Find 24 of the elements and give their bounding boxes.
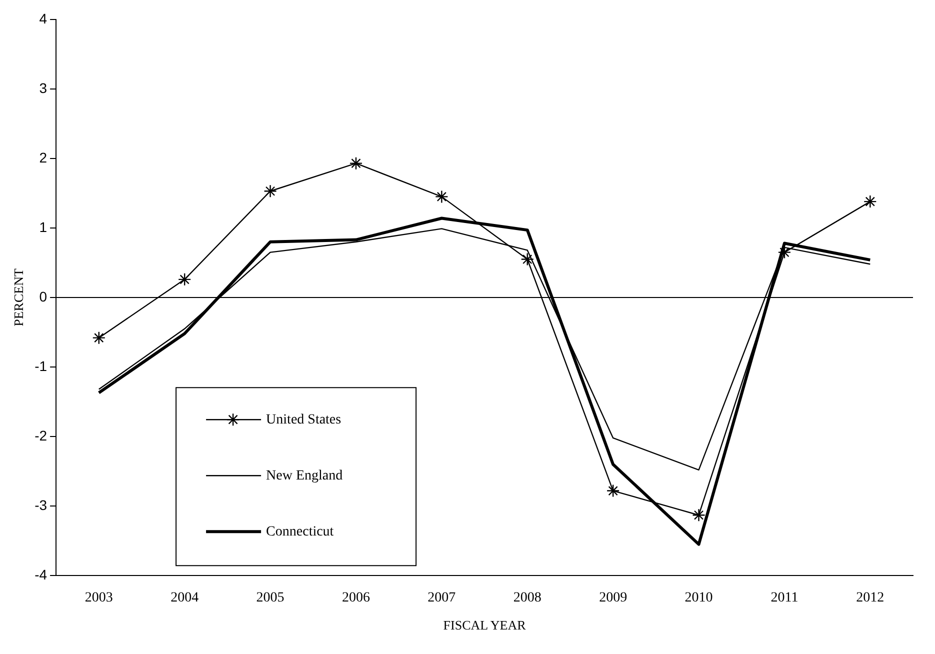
y-tick-label: -2 — [34, 427, 48, 444]
y-tick-label: -1 — [34, 358, 48, 374]
x-axis-title: FISCAL YEAR — [443, 618, 526, 633]
y-tick-label: -3 — [34, 496, 48, 513]
y-tick-label: 2 — [39, 149, 48, 166]
x-tick-label: 2008 — [513, 590, 542, 606]
x-tick-label: 2010 — [684, 590, 713, 606]
legend-label: Connecticut — [266, 524, 334, 540]
y-tick-label: 3 — [39, 80, 48, 96]
x-tick-label: 2012 — [856, 590, 884, 606]
y-tick-label: 0 — [39, 288, 48, 304]
x-tick-label: 2007 — [428, 590, 456, 606]
legend-label: New England — [266, 468, 343, 484]
x-tick-label: 2003 — [84, 590, 113, 606]
y-tick-label: 4 — [39, 10, 48, 26]
x-tick-label: 2005 — [256, 590, 284, 606]
x-tick-label: 2011 — [770, 590, 798, 606]
y-axis-title: PERCENT — [11, 268, 26, 326]
y-tick-label: -4 — [34, 566, 48, 582]
x-tick-label: 2006 — [342, 590, 370, 606]
x-tick-label: 2004 — [170, 590, 199, 606]
legend-label: United States — [266, 412, 342, 428]
x-tick-label: 2009 — [599, 590, 628, 606]
y-tick-label: 1 — [39, 218, 48, 235]
